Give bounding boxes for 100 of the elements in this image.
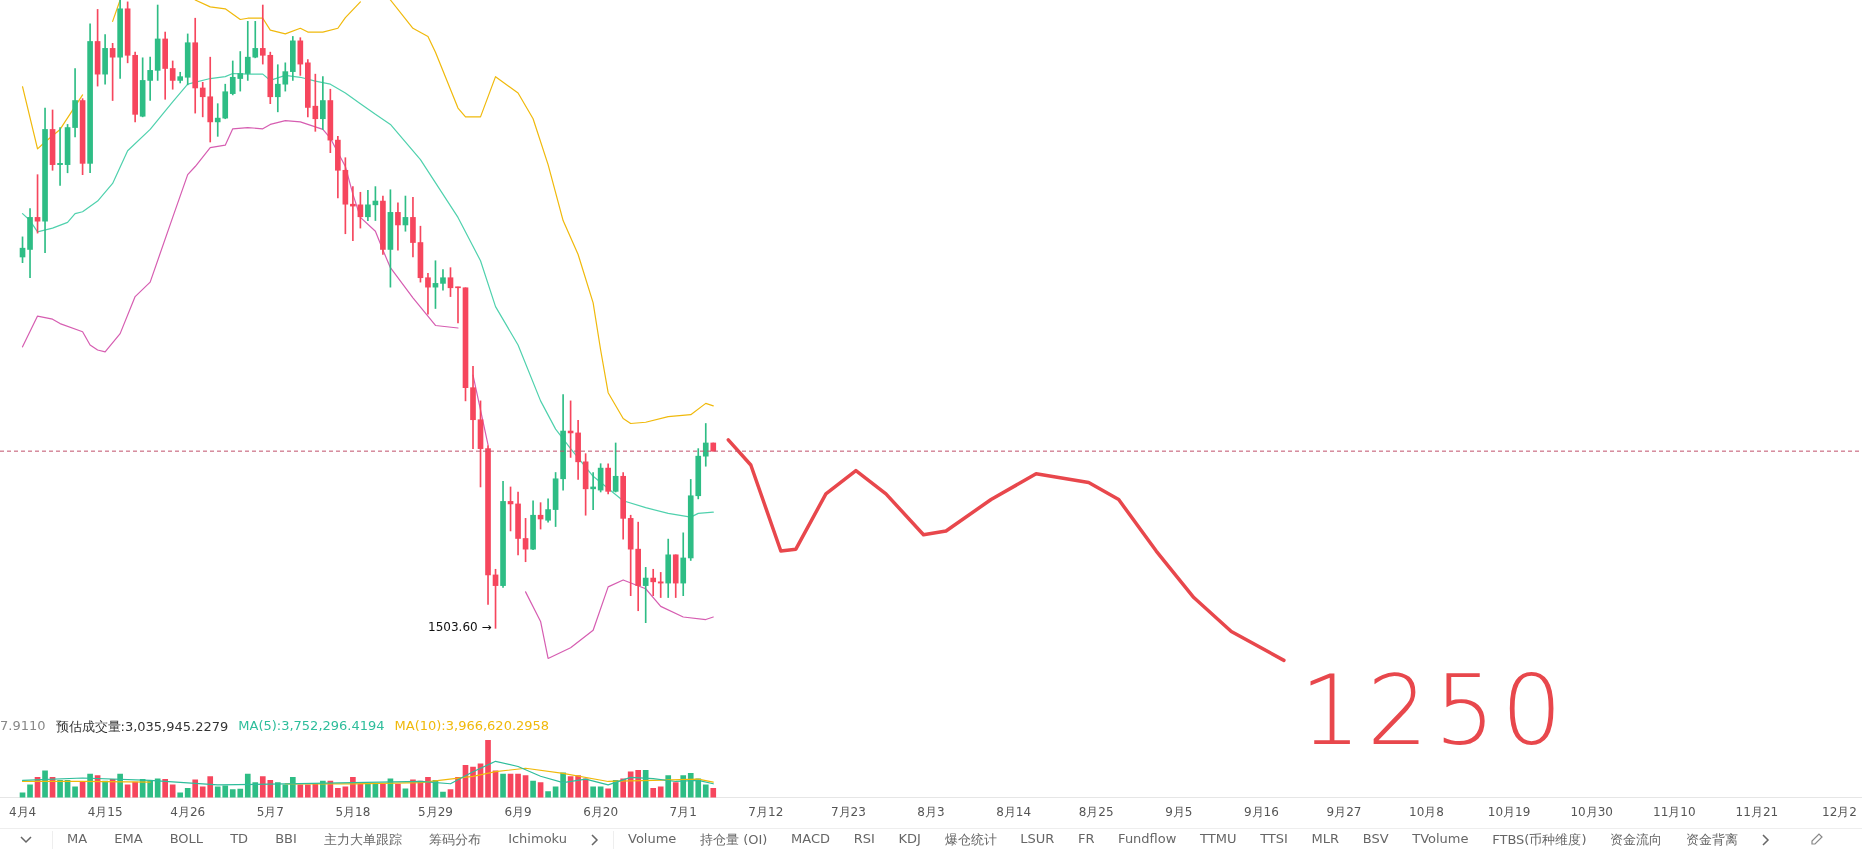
x-tick-label: 8月14 [996, 804, 1032, 819]
bar [710, 787, 717, 798]
x-tick-label: 9月27 [1326, 804, 1362, 819]
bar [545, 791, 551, 798]
text: MA [67, 830, 88, 848]
bar [425, 777, 431, 798]
text: 筹码分布 [429, 830, 482, 849]
bar [560, 772, 566, 798]
bar [132, 781, 138, 798]
bar [365, 783, 371, 798]
bar [702, 784, 709, 798]
bar [380, 783, 386, 798]
bar [395, 783, 401, 798]
text: TTMU [1200, 830, 1237, 848]
candlestick [642, 567, 649, 624]
text: 资金背离 [1685, 830, 1738, 849]
text: MA(10):3,966,620.2958 [394, 718, 550, 735]
x-tick-label: 5月7 [256, 804, 284, 819]
bar [297, 784, 304, 798]
text: TVolume [1412, 830, 1469, 848]
x-tick-label: 10月19 [1487, 804, 1531, 819]
bar [605, 788, 611, 798]
x-tick-label: 8月3 [917, 804, 945, 819]
x-tick-label: 7月1 [669, 804, 697, 819]
bar [87, 773, 93, 798]
text: 7.9110 [0, 718, 46, 735]
bar [162, 779, 169, 798]
x-tick-label: 5月29 [418, 804, 453, 819]
bar [147, 780, 153, 798]
bar [500, 773, 506, 798]
bar [665, 775, 672, 798]
x-tick-label: 10月8 [1409, 804, 1444, 819]
bar [72, 786, 78, 798]
bar [169, 784, 176, 798]
text: 资金流向 [1610, 830, 1663, 849]
text: Fundflow [1118, 830, 1177, 848]
bar [485, 740, 491, 798]
bar [320, 780, 326, 798]
bar [672, 782, 679, 798]
bar [642, 770, 649, 798]
x-tick-label: 4月26 [170, 804, 206, 819]
text: 持仓量 (OI) [700, 830, 768, 849]
x-tick-label: 12月2 [1822, 804, 1857, 819]
bar [117, 773, 123, 798]
candlestick [214, 103, 221, 137]
text: BOLL [169, 830, 204, 848]
text: TTSI [1260, 830, 1288, 848]
bar [515, 773, 521, 798]
x-tick-label: 5月18 [335, 804, 371, 819]
text: FTBS(币种维度) [1492, 830, 1587, 849]
text: Ichimoku [508, 830, 567, 848]
x-tick-label: 4月4 [8, 804, 37, 819]
x-tick-label: 6月20 [583, 804, 619, 819]
x-tick-label: 11月21 [1735, 804, 1779, 819]
bar [590, 786, 596, 798]
candlestick [425, 273, 431, 315]
text: KDJ [898, 830, 921, 848]
bar [350, 777, 356, 798]
text: Volume [628, 830, 677, 848]
text: 主力大单跟踪 [323, 830, 402, 849]
candlestick [650, 568, 657, 596]
x-tick-label: 11月10 [1653, 804, 1696, 819]
text: 爆仓统计 [944, 830, 997, 849]
text: TD [230, 830, 249, 848]
x-tick-label: 7月12 [748, 804, 784, 819]
x-tick-label: 6月9 [504, 804, 532, 819]
annotation: 1250 [1300, 655, 1569, 767]
text: MACD [791, 830, 831, 848]
text: EMA [114, 830, 143, 848]
text: FR [1077, 830, 1095, 848]
bar [657, 786, 664, 798]
text: MLR [1311, 830, 1340, 848]
candlestick [147, 56, 153, 101]
bar [42, 770, 48, 798]
text: RSI [853, 830, 875, 848]
x-tick-label: 9月16 [1243, 804, 1279, 819]
text: BBI [275, 830, 297, 848]
bar [289, 777, 296, 798]
bar [530, 780, 536, 798]
bar [102, 780, 108, 798]
candlestick [455, 286, 461, 324]
bar [184, 787, 191, 798]
x-tick-label: 9月5 [1165, 804, 1193, 819]
x-tick-label: 10月30 [1570, 804, 1613, 819]
candlestick [57, 127, 63, 186]
text: 预估成交量:3,035,945.2279 [55, 718, 229, 736]
x-tick-label: 4月15 [87, 804, 123, 819]
x-tick-label: 7月23 [830, 804, 866, 819]
x-tick-label: 8月25 [1078, 804, 1114, 819]
bar [57, 779, 63, 798]
bar [470, 766, 476, 798]
bar [305, 784, 311, 798]
bar [335, 787, 341, 798]
text: MA(5):3,752,296.4194 [238, 718, 385, 735]
text: LSUR [1020, 830, 1055, 848]
bar [650, 787, 657, 798]
bar [192, 779, 199, 798]
bar [27, 784, 33, 798]
text: BSV [1362, 830, 1389, 848]
annotation: 1503.60 → [428, 620, 492, 635]
